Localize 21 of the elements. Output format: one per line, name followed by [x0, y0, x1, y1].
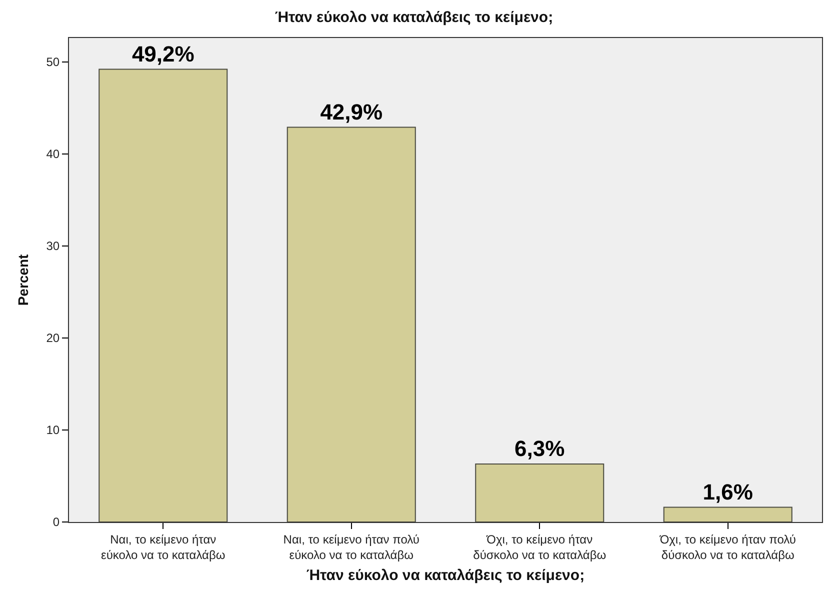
data-label: 6,3% — [514, 436, 565, 462]
bar — [475, 464, 604, 522]
bar — [286, 126, 416, 522]
data-label: 42,9% — [320, 99, 383, 124]
y-tick-label: 10 — [46, 423, 60, 438]
x-tick-label: Όχι, το κείμενο ήταν πολύ δύσκολο να το καταλάβω — [658, 532, 796, 562]
x-tick-label: Όχι, το κείμενο ήταν δύσκολο να το καταλάβω — [473, 532, 606, 562]
y-tick-label: 30 — [46, 239, 60, 254]
x-tick-label: Ναι, το κείμενο ήταν πολύ εύκολο να το καταλάβω — [283, 532, 420, 562]
x-tick-label: Ναι, το κείμενο ήταν εύκολο να το καταλάβω — [101, 532, 226, 562]
y-tick-label: 20 — [46, 331, 60, 346]
y-tick-label: 0 — [52, 515, 60, 530]
data-label: 49,2% — [132, 41, 194, 66]
x-axis-title: Ήταν εύκολο να καταλάβεις το κείμενο; — [306, 567, 585, 584]
y-tick-label: 40 — [46, 147, 60, 162]
chart-title: Ήταν εύκολο να καταλάβεις το κείμενο; — [274, 8, 554, 26]
data-label: 1,6% — [702, 479, 753, 504]
y-axis-title: Percent — [14, 254, 31, 306]
bar — [663, 506, 792, 522]
y-tick-label: 50 — [46, 55, 60, 70]
bar — [98, 68, 228, 522]
